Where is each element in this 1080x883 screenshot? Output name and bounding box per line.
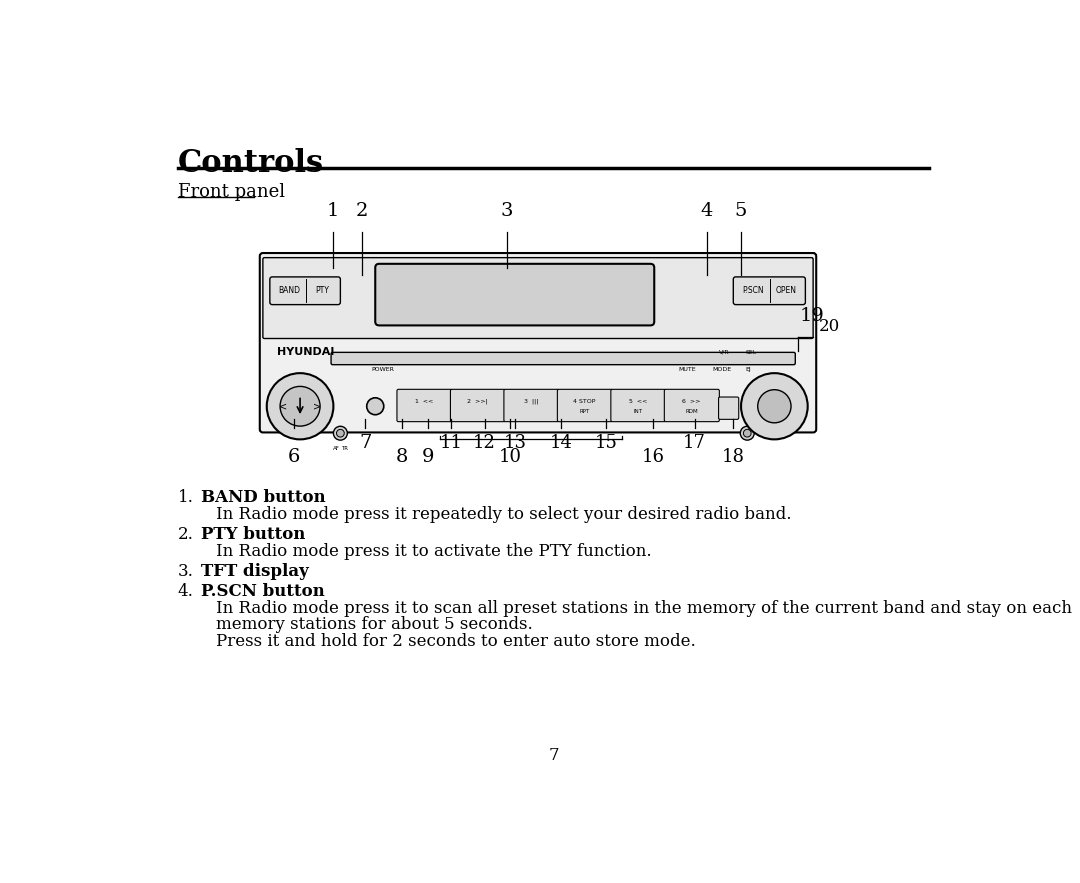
Text: POWER: POWER (372, 366, 394, 372)
Text: Press it and hold for 2 seconds to enter auto store mode.: Press it and hold for 2 seconds to enter… (216, 633, 697, 651)
Text: 17: 17 (684, 434, 706, 452)
FancyBboxPatch shape (332, 352, 795, 365)
Text: V/R: V/R (718, 350, 729, 355)
Text: 3.: 3. (177, 562, 193, 579)
Text: 14: 14 (550, 434, 572, 452)
Text: SEL: SEL (745, 350, 757, 355)
Text: 2: 2 (356, 202, 368, 220)
FancyBboxPatch shape (375, 264, 654, 326)
Text: 15: 15 (595, 434, 618, 452)
Text: 1: 1 (326, 202, 339, 220)
Text: 10: 10 (499, 449, 522, 466)
Text: INT: INT (634, 409, 643, 414)
Text: 7: 7 (359, 434, 372, 452)
Circle shape (743, 429, 751, 437)
Text: TR: TR (341, 446, 348, 451)
Text: 5  <<: 5 << (629, 399, 647, 404)
Text: 20: 20 (819, 319, 840, 336)
Text: Front panel: Front panel (177, 183, 285, 201)
Text: 7: 7 (549, 747, 558, 765)
Text: >: > (313, 401, 321, 411)
Text: In Radio mode press it repeatedly to select your desired radio band.: In Radio mode press it repeatedly to sel… (216, 506, 792, 523)
FancyBboxPatch shape (557, 389, 612, 422)
FancyBboxPatch shape (262, 258, 813, 338)
FancyBboxPatch shape (450, 389, 505, 422)
FancyBboxPatch shape (260, 253, 816, 433)
Text: EJ: EJ (745, 366, 751, 372)
Text: 11: 11 (440, 434, 462, 452)
FancyBboxPatch shape (611, 389, 666, 422)
FancyBboxPatch shape (504, 389, 559, 422)
Text: 3  |||: 3 ||| (524, 399, 538, 404)
Text: P.SCN: P.SCN (742, 286, 764, 295)
Text: PTY button: PTY button (201, 525, 306, 543)
Text: BAND: BAND (279, 286, 300, 295)
Text: 1  <<: 1 << (415, 399, 433, 404)
Text: MUTE: MUTE (678, 366, 697, 372)
Text: Controls: Controls (177, 148, 324, 179)
Circle shape (740, 426, 754, 440)
Text: RPT: RPT (579, 409, 590, 414)
Text: 19: 19 (799, 307, 824, 326)
Text: 13: 13 (503, 434, 526, 452)
Text: memory stations for about 5 seconds.: memory stations for about 5 seconds. (216, 616, 534, 633)
Text: 18: 18 (721, 449, 745, 466)
FancyBboxPatch shape (664, 389, 719, 422)
Text: 6  >>: 6 >> (683, 399, 701, 404)
Text: In Radio mode press it to activate the PTY function.: In Radio mode press it to activate the P… (216, 542, 652, 560)
Text: 12: 12 (473, 434, 496, 452)
Circle shape (367, 397, 383, 415)
Circle shape (741, 374, 808, 440)
FancyBboxPatch shape (270, 277, 340, 305)
Text: 4 STOP: 4 STOP (573, 399, 596, 404)
Text: 2.: 2. (177, 525, 193, 543)
Text: 8: 8 (396, 449, 408, 466)
Text: TFT display: TFT display (201, 562, 309, 579)
Text: BAND button: BAND button (201, 488, 325, 506)
Circle shape (334, 426, 348, 440)
Circle shape (267, 374, 334, 440)
Circle shape (280, 387, 320, 426)
Text: RDM: RDM (685, 409, 698, 414)
Text: 5: 5 (734, 202, 747, 220)
Text: 1.: 1. (177, 488, 193, 506)
Circle shape (337, 429, 345, 437)
Text: 2  >>|: 2 >>| (468, 399, 488, 404)
Text: 4: 4 (701, 202, 713, 220)
Text: OPEN: OPEN (775, 286, 797, 295)
Text: 4.: 4. (177, 583, 193, 600)
Text: PTY: PTY (315, 286, 328, 295)
Text: 16: 16 (642, 449, 665, 466)
FancyBboxPatch shape (397, 389, 451, 422)
FancyBboxPatch shape (718, 397, 739, 419)
Text: 3: 3 (501, 202, 513, 220)
Text: <: < (280, 401, 287, 411)
FancyBboxPatch shape (733, 277, 806, 305)
Text: In Radio mode press it to scan all preset stations in the memory of the current : In Radio mode press it to scan all prese… (216, 600, 1072, 616)
Text: 9: 9 (421, 449, 434, 466)
Text: AF: AF (333, 446, 340, 451)
Text: HYUNDAI: HYUNDAI (276, 347, 334, 358)
Circle shape (758, 389, 791, 423)
Text: MODE: MODE (712, 366, 731, 372)
Text: 6: 6 (287, 449, 300, 466)
Text: P.SCN button: P.SCN button (201, 583, 325, 600)
